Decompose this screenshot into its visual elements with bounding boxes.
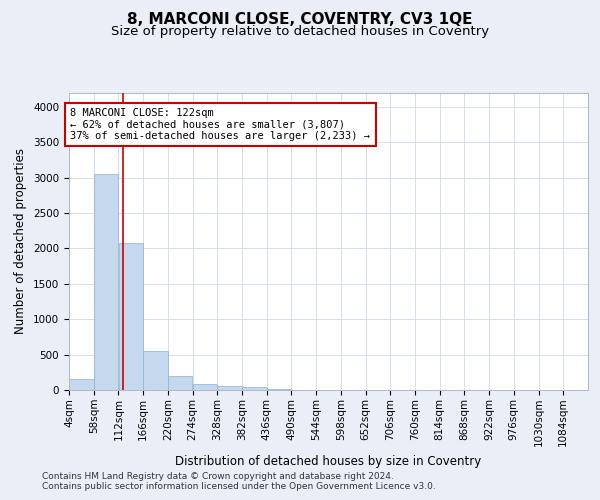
- Bar: [242, 387, 266, 390]
- X-axis label: Distribution of detached houses by size in Coventry: Distribution of detached houses by size …: [175, 454, 482, 468]
- Text: 8 MARCONI CLOSE: 122sqm
← 62% of detached houses are smaller (3,807)
37% of semi: 8 MARCONI CLOSE: 122sqm ← 62% of detache…: [70, 108, 370, 142]
- Text: Size of property relative to detached houses in Coventry: Size of property relative to detached ho…: [111, 25, 489, 38]
- Bar: [69, 380, 94, 390]
- Text: Contains public sector information licensed under the Open Government Licence v3: Contains public sector information licen…: [42, 482, 436, 491]
- Bar: [267, 389, 292, 390]
- Y-axis label: Number of detached properties: Number of detached properties: [14, 148, 28, 334]
- Bar: [94, 174, 118, 390]
- Bar: [143, 351, 168, 390]
- Bar: [119, 242, 143, 390]
- Bar: [193, 384, 217, 390]
- Bar: [217, 386, 242, 390]
- Text: Contains HM Land Registry data © Crown copyright and database right 2024.: Contains HM Land Registry data © Crown c…: [42, 472, 394, 481]
- Bar: [168, 376, 193, 390]
- Text: 8, MARCONI CLOSE, COVENTRY, CV3 1QE: 8, MARCONI CLOSE, COVENTRY, CV3 1QE: [127, 12, 473, 28]
